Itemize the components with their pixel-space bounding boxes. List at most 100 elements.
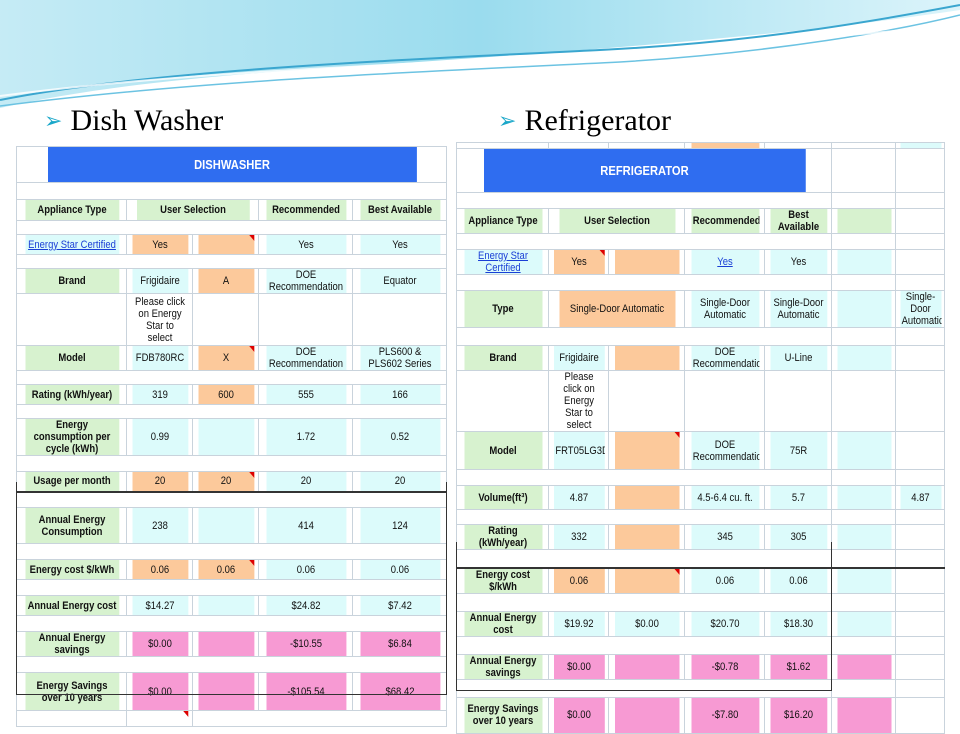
usage-user-input[interactable]: 20 [196, 471, 255, 492]
rating-recommended: 345 [689, 524, 760, 550]
energy-cost-user-input[interactable]: 0.06 [196, 559, 255, 580]
brand-label: Brand [462, 345, 543, 371]
col-user-selection: User Selection [557, 208, 676, 234]
arrow-bullet-icon: ➢ [44, 108, 63, 133]
annual-consumption-best: 124 [358, 507, 441, 544]
energy-cost-user[interactable]: 0.06 [130, 559, 189, 580]
annual-cost-label: Annual Energy cost [23, 595, 120, 616]
annual-savings-best: $6.84 [358, 631, 441, 657]
dishwasher-heading-text: Dish Washer [70, 104, 224, 137]
volume-user[interactable]: 4.87 [552, 485, 605, 510]
dishwasher-heading: ➢ Dish Washer [44, 104, 223, 138]
rating-user-input[interactable]: 600 [196, 384, 255, 405]
refrigerator-heading-text: Refrigerator [524, 104, 672, 137]
savings-10yr-best: $16.20 [768, 696, 828, 734]
annual-cost-user: $14.27 [130, 595, 189, 616]
type-label: Type [462, 290, 543, 328]
model-user-code[interactable]: X [196, 345, 255, 371]
energy-star-recommended: Yes [264, 234, 347, 255]
consumption-user: 0.99 [130, 418, 189, 456]
volume-recommended: 4.5-6.4 cu. ft. [689, 485, 760, 510]
brand-recommended: DOE Recommendation [264, 268, 347, 294]
savings-10yr-label: Energy Savings over 10 years [462, 696, 543, 734]
energy-star-user[interactable]: Yes [130, 234, 189, 255]
energy-cost-label: Energy cost $/kWh [23, 559, 120, 580]
model-label: Model [462, 431, 543, 470]
energy-star-recommended[interactable]: Yes [689, 249, 760, 275]
volume-label: Volume(ft³) [462, 485, 543, 510]
model-recommended: DOE Recommendation [689, 431, 760, 470]
dishwasher-title: DISHWASHER [46, 146, 417, 183]
brand-best: Equator [358, 268, 441, 294]
refrigerator-heading: ➢ Refrigerator [498, 104, 671, 138]
energy-star-user-extra[interactable] [196, 234, 255, 255]
annual-savings-recommended: -$10.55 [264, 631, 347, 657]
rating-best: 166 [358, 384, 441, 405]
refrigerator-title: REFRIGERATOR [482, 148, 806, 193]
annual-savings-best: $1.62 [768, 653, 828, 680]
arrow-bullet-icon: ➢ [498, 108, 517, 133]
annual-consumption-user: 238 [130, 507, 189, 544]
savings-10yr-user: $0.00 [130, 672, 189, 711]
usage-user[interactable]: 20 [130, 471, 189, 492]
type-user[interactable]: Single-Door Automatic [557, 290, 676, 328]
brand-recommended: DOE Recommendation [689, 345, 760, 371]
consumption-recommended: 1.72 [264, 418, 347, 456]
savings-10yr-recommended: -$7.80 [689, 696, 760, 734]
annual-savings-label: Annual Energy savings [23, 631, 120, 657]
col-recommended: Recommended [264, 199, 347, 221]
energy-star-note: Please click on Energy Star to select [552, 370, 605, 432]
savings-10yr-best: $68.42 [358, 672, 441, 711]
annual-cost-user-alt: $0.00 [613, 610, 680, 637]
dishwasher-table: DISHWASHER Appliance Type User Selection… [16, 146, 447, 727]
energy-cost-label: Energy cost $/kWh [462, 566, 543, 594]
usage-label: Usage per month [23, 471, 120, 492]
rating-recommended: 555 [264, 384, 347, 405]
consumption-label: Energy consumption per cycle (kWh) [23, 418, 120, 456]
energy-cost-best: 0.06 [768, 566, 828, 594]
energy-star-link[interactable]: Energy Star Certified [462, 249, 543, 275]
energy-star-note: Please click on Energy Star to select [130, 293, 189, 346]
annual-savings-label: Annual Energy savings [462, 653, 543, 680]
model-recommended: DOE Recommendation [264, 345, 347, 371]
savings-10yr-label: Energy Savings over 10 years [23, 672, 120, 711]
refrigerator-table: REFRIGERATOR Appliance Type User Selecti… [456, 142, 945, 734]
volume-best: 5.7 [768, 485, 828, 510]
volume-extra: 4.87 [898, 485, 942, 510]
annual-savings-recommended: -$0.78 [689, 653, 760, 680]
model-label: Model [23, 345, 120, 371]
annual-cost-best: $7.42 [358, 595, 441, 616]
rating-label: Rating (kWh/year) [462, 524, 543, 550]
col-user-selection: User Selection [135, 199, 250, 221]
energy-cost-user[interactable]: 0.06 [552, 566, 605, 594]
brand-best: U-Line [768, 345, 828, 371]
annual-cost-recommended: $20.70 [689, 610, 760, 637]
annual-consumption-recommended: 414 [264, 507, 347, 544]
annual-savings-user: $0.00 [130, 631, 189, 657]
model-user[interactable]: FDB780RC [130, 345, 189, 371]
energy-cost-recommended: 0.06 [264, 559, 347, 580]
model-user[interactable]: FRT05LG3DW/B/S [552, 431, 605, 470]
savings-10yr-user: $0.00 [552, 696, 605, 734]
brand-label: Brand [23, 268, 120, 294]
brand-user-code[interactable]: A [196, 268, 255, 294]
header-wave-decoration [0, 0, 960, 108]
energy-star-user[interactable]: Yes [552, 249, 605, 275]
annual-cost-recommended: $24.82 [264, 595, 347, 616]
consumption-best: 0.52 [358, 418, 441, 456]
energy-cost-best: 0.06 [358, 559, 441, 580]
brand-user[interactable]: Frigidaire [130, 268, 189, 294]
rating-label: Rating (kWh/year) [23, 384, 120, 405]
col-best-available: Best Available [768, 208, 828, 234]
type-best: Single-Door Automatic [768, 290, 828, 328]
annual-cost-user: $19.92 [552, 610, 605, 637]
usage-recommended: 20 [264, 471, 347, 492]
brand-user[interactable]: Frigidaire [552, 345, 605, 371]
model-best: PLS600 & PLS602 Series [358, 345, 441, 371]
energy-star-link[interactable]: Energy Star Certified [23, 234, 120, 255]
col-recommended: Recommended [689, 208, 760, 234]
col-appliance-type: Appliance Type [23, 199, 120, 221]
rating-user: 332 [552, 524, 605, 550]
rating-user: 319 [130, 384, 189, 405]
annual-savings-user: $0.00 [552, 653, 605, 680]
